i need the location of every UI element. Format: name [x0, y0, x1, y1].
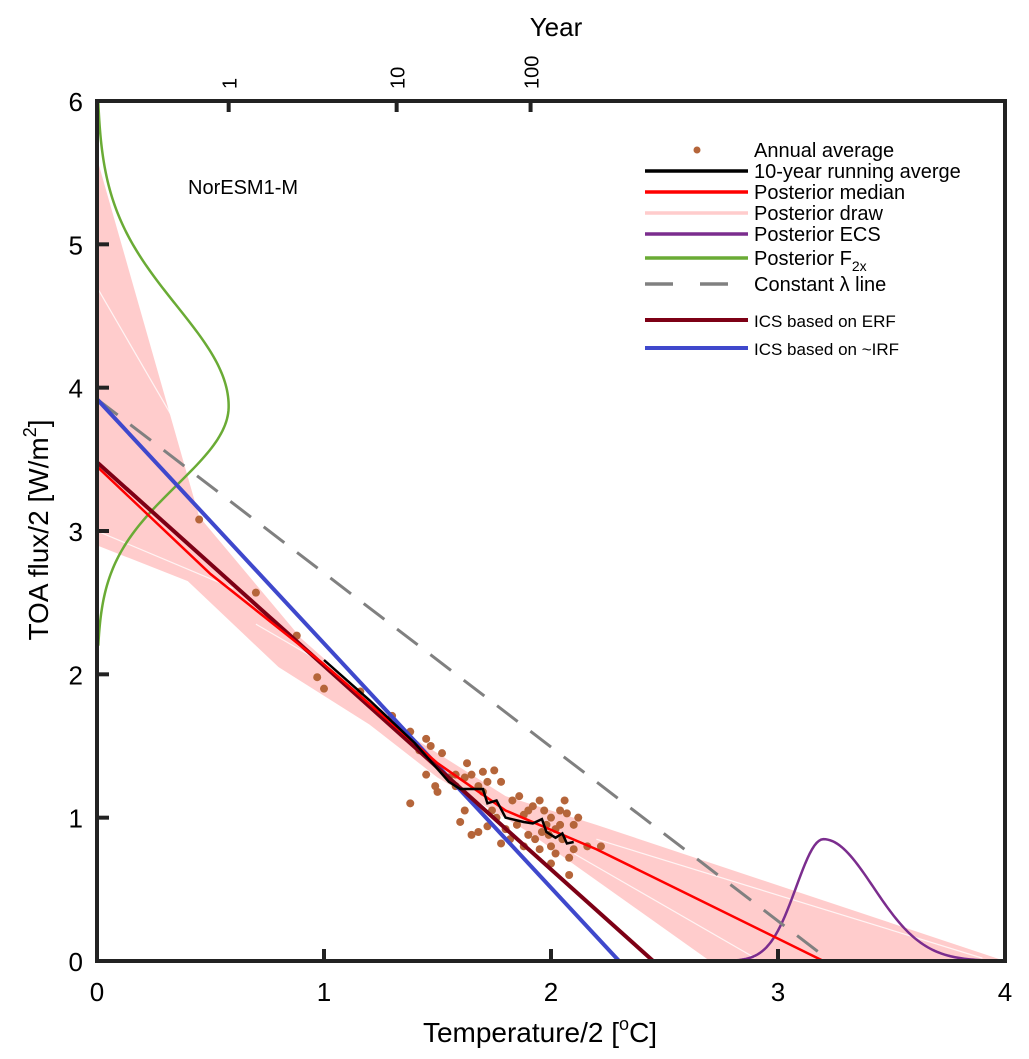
annual-average-point — [490, 766, 499, 775]
y-tick-label: 0 — [69, 947, 83, 977]
legend-label: Posterior ECS — [754, 224, 881, 246]
annual-average-point — [422, 770, 431, 779]
top-tick-label: 10 — [388, 67, 410, 89]
legend-label: ICS based on ERF — [754, 312, 896, 331]
annual-average-point — [406, 799, 415, 808]
legend-item: Posterior median — [645, 182, 905, 204]
annual-average-point — [512, 820, 521, 829]
annual-average-point — [426, 742, 435, 750]
annual-average-point — [596, 842, 605, 851]
legend-item: Posterior draw — [645, 203, 883, 225]
annual-average-point — [483, 777, 492, 786]
annual-average-point — [251, 588, 260, 597]
annual-average-point — [569, 820, 578, 829]
annual-average-point — [565, 853, 574, 862]
annual-average-point — [497, 839, 506, 848]
annual-average-point — [535, 796, 544, 805]
annual-average-point — [463, 759, 472, 768]
y-tick-label: 5 — [69, 230, 83, 260]
constant-lambda-line — [97, 397, 832, 961]
annual-average-point — [556, 806, 565, 815]
running-average-line — [323, 659, 574, 845]
legend-label-subscript: 2x — [852, 258, 867, 274]
y-tick-label: 3 — [69, 517, 83, 547]
y-tick-label: 6 — [69, 87, 83, 117]
annual-average-point — [474, 828, 483, 836]
legend-marker — [693, 146, 701, 154]
legend-label: ICS based on ~IRF — [754, 340, 899, 359]
legend-item: Posterior ECS — [645, 224, 881, 246]
posterior-f2x-curve — [97, 101, 230, 646]
legend-label: Posterior median — [754, 182, 905, 204]
annual-average-point — [574, 813, 583, 822]
annual-average-point — [313, 673, 322, 682]
posterior-draw-line — [596, 838, 983, 959]
posterior-median-line — [97, 465, 824, 961]
posterior-draw-line — [97, 530, 234, 589]
ics-erf-line — [97, 460, 655, 961]
annual-average-point — [433, 787, 442, 796]
annual-average-point — [560, 796, 569, 805]
annual-average-point — [524, 830, 533, 839]
annual-average-point — [547, 842, 555, 851]
x-tick-label: 3 — [771, 977, 785, 1007]
annual-average-point — [320, 684, 328, 693]
annual-average-point — [460, 806, 469, 815]
y-axis-label: TOA flux/2 [W/m2] — [20, 419, 54, 640]
y-tick-label: 1 — [69, 804, 83, 834]
legend-item: ICS based on ERF — [645, 312, 896, 331]
annual-average-point — [195, 515, 204, 524]
annual-average-point — [467, 830, 476, 839]
top-tick-label: 100 — [522, 56, 544, 89]
annual-average-point — [508, 796, 517, 805]
top-axis-label: Year — [530, 12, 583, 42]
x-tick-label: 1 — [317, 977, 331, 1007]
posterior-draw-line — [573, 852, 756, 959]
plot-area — [97, 101, 1005, 961]
annual-average-point — [562, 809, 571, 818]
legend-label: Posterior draw — [754, 203, 883, 225]
y-tick-label: 2 — [69, 660, 83, 690]
legend-item: Constant λ line — [645, 274, 886, 296]
annual-average-point — [565, 871, 574, 879]
model-annotation: NorESM1-M — [188, 177, 298, 199]
legend-item: Posterior F2x — [645, 248, 867, 274]
legend-label: Constant λ line — [754, 274, 886, 296]
annual-average-point — [556, 820, 565, 829]
annual-average-point — [537, 828, 546, 836]
annual-average-point — [497, 777, 506, 786]
legend-item: ICS based on ~IRF — [645, 340, 899, 359]
x-tick-label: 2 — [544, 977, 558, 1007]
annual-average-point — [551, 849, 560, 858]
annual-average-point — [515, 792, 524, 801]
annual-average-point — [531, 835, 540, 844]
annual-average-point — [467, 770, 476, 779]
ics-irf-line — [97, 397, 621, 961]
annual-average-point — [478, 767, 487, 776]
x-tick-label: 0 — [90, 977, 104, 1007]
annual-average-point — [528, 802, 537, 811]
annual-average-point — [547, 813, 555, 822]
legend-item: Annual average — [693, 140, 894, 162]
annual-average-point — [569, 845, 578, 854]
legend-label: Posterior F2x — [754, 248, 867, 274]
annual-average-point — [438, 749, 447, 758]
posterior-draw-line — [97, 287, 223, 503]
x-tick-label: 4 — [998, 977, 1012, 1007]
top-tick-label: 1 — [220, 78, 242, 89]
legend-label: Annual average — [754, 140, 894, 162]
legend-item: 10-year running averge — [645, 161, 961, 183]
y-tick-label: 4 — [69, 374, 83, 404]
legend-label: 10-year running averge — [754, 161, 961, 183]
annual-average-point — [422, 734, 431, 743]
annual-average-point — [540, 806, 549, 815]
axes: 0 1 2 3 4 0 1 2 3 4 5 6 1 10 100 — [69, 56, 1013, 1007]
annual-average-point — [456, 817, 465, 826]
x-axis-label: Temperature/2 [oC] — [423, 1014, 657, 1048]
annual-average-point — [535, 845, 544, 854]
